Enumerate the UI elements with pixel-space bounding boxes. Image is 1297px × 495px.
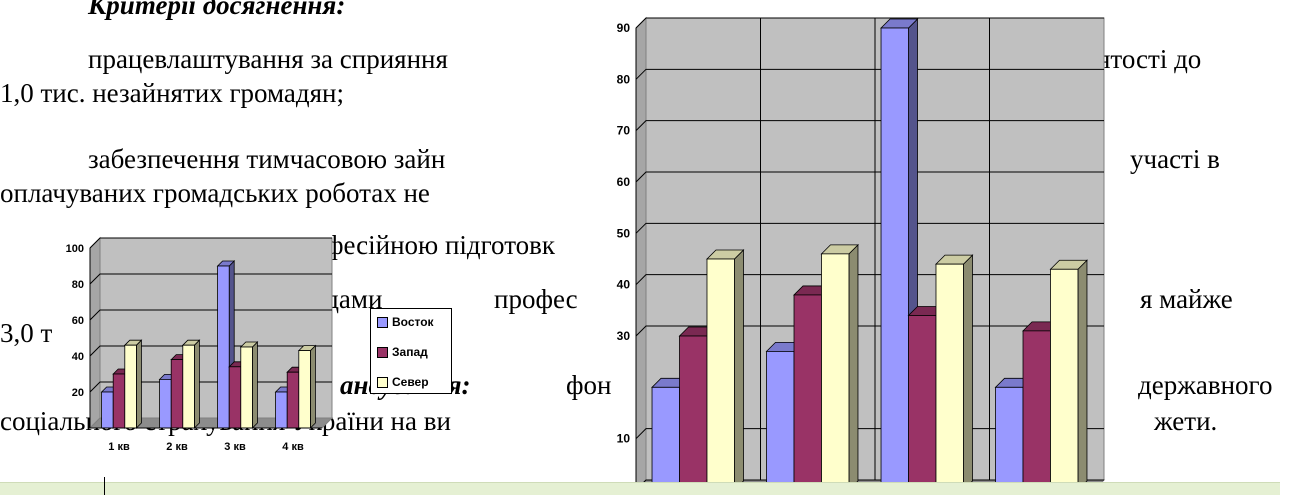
bar [1022, 330, 1051, 491]
legend-label-vostok: Восток [392, 315, 434, 329]
paragraph-6-fragment-a: фон [566, 370, 612, 400]
bar [679, 335, 708, 491]
bar [240, 346, 253, 429]
gridline [635, 222, 1104, 234]
section-heading: Критерії досягнення: [88, 0, 346, 20]
bar [793, 294, 822, 491]
legend-label-sever: Север [392, 375, 429, 389]
x-tick-label: 1 кв [108, 441, 130, 453]
legend-item-vostok: Восток [377, 315, 434, 329]
bar [821, 253, 850, 491]
bar [101, 391, 114, 429]
gridline [89, 309, 332, 321]
paragraph-5-fragment: 3,0 т [0, 318, 53, 348]
bar [995, 386, 1024, 491]
y-tick-label: 40 [617, 278, 631, 292]
y-tick-label: 40 [72, 351, 84, 363]
bar [286, 371, 300, 429]
x-tick-label: 2 кв [166, 441, 188, 453]
y-tick-label: 50 [617, 226, 631, 240]
bar-side [193, 339, 200, 429]
bar [766, 350, 795, 491]
bar [182, 344, 195, 429]
large-bar-chart: 01030405060708090 [617, 16, 1106, 494]
bar [112, 373, 126, 429]
gridline [635, 120, 1104, 132]
paragraph-2-start: забезпечення тимчасовою зайн [88, 144, 446, 174]
y-tick-label: 20 [72, 387, 84, 399]
plot-side-wall [635, 16, 647, 492]
gridline [89, 237, 332, 249]
bar [298, 350, 311, 429]
bottom-band [0, 477, 1280, 495]
bar-side [251, 341, 258, 429]
legend-label-zapad: Запад [392, 345, 428, 359]
bar [228, 366, 242, 429]
bar [935, 263, 964, 491]
bar [706, 258, 735, 491]
y-tick-label: 30 [617, 329, 631, 343]
paragraph-3-fragment: фесійною підготовк [326, 230, 555, 260]
gridline [635, 68, 1104, 80]
band-divider [104, 477, 105, 495]
paragraph-1-end: ятості до [1098, 44, 1202, 74]
y-tick-label: 80 [617, 72, 631, 86]
paragraph-6-fragment-b: державного [1138, 370, 1273, 400]
y-tick-label: 60 [617, 175, 631, 189]
y-tick-label: 80 [72, 279, 84, 291]
bar [124, 344, 137, 429]
paragraph-2-end: участі в [1130, 144, 1220, 174]
x-tick-label: 4 кв [282, 441, 304, 453]
bar [170, 359, 184, 429]
legend-swatch-sever [377, 377, 388, 389]
x-tick-label: 3 кв [224, 441, 246, 453]
gridline [89, 273, 332, 285]
small-bar-chart: 20 40 60 80 100 1 кв 2 кв 3 кв 4 кв [66, 236, 334, 453]
gridline [635, 17, 1104, 29]
bar-side [734, 249, 744, 491]
legend-swatch-vostok [377, 317, 388, 329]
bar-side [309, 344, 316, 429]
bar-side [136, 339, 142, 429]
legend-swatch-zapad [377, 347, 388, 359]
y-tick-label: 70 [617, 124, 631, 138]
paragraph-4-fragment-c: я майже [1140, 284, 1233, 314]
paragraph-2-line-2: оплачуваних громадських роботах не [0, 178, 430, 208]
plot-side-wall [89, 236, 101, 430]
y-tick-label: 60 [72, 315, 84, 327]
paragraph-7-end: жети. [1154, 406, 1218, 436]
paragraph-1-start: працевлаштування за сприяння [88, 44, 448, 74]
bar [1050, 268, 1079, 491]
bar [275, 391, 288, 429]
bar [880, 27, 909, 491]
y-tick-label: 90 [617, 21, 631, 35]
legend-item-sever: Север [377, 375, 429, 389]
paragraph-4-fragment-b: профес [494, 284, 578, 314]
bar [908, 315, 937, 491]
bar-side [1077, 259, 1088, 491]
bar-side [848, 243, 859, 491]
legend-item-zapad: Запад [377, 345, 428, 359]
chart-legend: Восток Запад Север [370, 308, 452, 394]
bar [651, 386, 680, 491]
paragraph-1-line-2: 1,0 тис. незайнятих громадян; [0, 78, 345, 108]
bar-side [963, 254, 973, 491]
y-tick-label: 100 [66, 243, 84, 255]
y-tick-label: 10 [617, 432, 631, 446]
bar [217, 265, 230, 429]
gridline [635, 171, 1104, 183]
bar [159, 378, 172, 429]
